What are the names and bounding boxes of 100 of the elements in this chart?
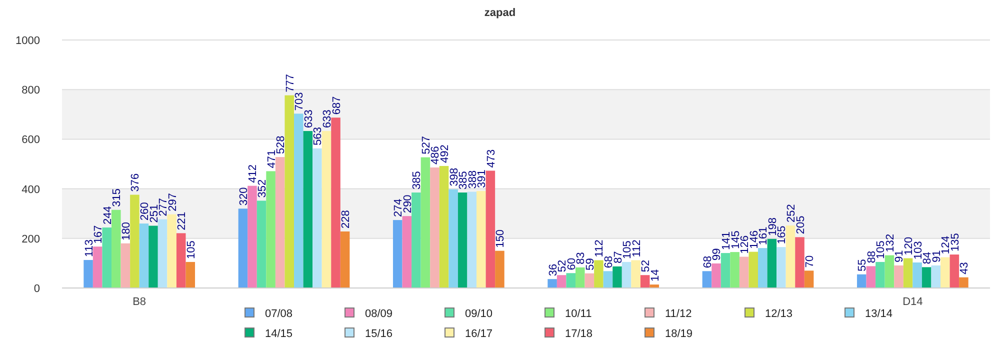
legend-label: 15/16 xyxy=(365,328,393,340)
bar xyxy=(931,265,941,288)
data-label: 290 xyxy=(402,194,414,214)
data-label: 135 xyxy=(949,233,962,252)
data-label: 68 xyxy=(602,256,615,268)
bar xyxy=(856,274,866,288)
bar xyxy=(748,252,758,288)
bar xyxy=(322,131,332,288)
y-tick-label: 400 xyxy=(22,184,40,196)
data-label: 376 xyxy=(130,173,142,192)
bar xyxy=(876,262,885,288)
bar xyxy=(167,214,176,288)
data-label: 527 xyxy=(420,136,432,154)
bar xyxy=(467,192,477,288)
bar xyxy=(912,262,922,288)
bar xyxy=(959,277,968,288)
data-label: 165 xyxy=(776,226,788,244)
bar xyxy=(448,189,458,288)
data-label: 252 xyxy=(785,204,798,223)
bar xyxy=(186,262,196,288)
bar xyxy=(331,118,340,288)
data-label: 492 xyxy=(439,144,452,163)
y-tick-label: 200 xyxy=(22,233,40,246)
bar xyxy=(158,219,168,288)
bar xyxy=(248,186,257,288)
legend-label: 14/15 xyxy=(265,328,293,340)
data-label: 633 xyxy=(321,110,334,128)
bar xyxy=(120,243,130,288)
bar xyxy=(702,271,712,288)
bar xyxy=(758,248,768,288)
data-label: 198 xyxy=(766,218,779,236)
y-tick-label: 0 xyxy=(34,283,40,295)
y-tick-label: 1000 xyxy=(16,35,40,47)
data-label: 87 xyxy=(612,251,624,264)
bar xyxy=(284,95,294,288)
bar xyxy=(594,260,604,288)
data-label: 471 xyxy=(266,150,278,168)
data-label: 91 xyxy=(894,250,906,262)
x-tick-label: B8 xyxy=(132,296,146,308)
legend-label: 07/08 xyxy=(265,308,293,320)
legend-label: 12/13 xyxy=(765,308,793,320)
bar xyxy=(884,255,894,288)
bar xyxy=(903,258,913,288)
data-label: 112 xyxy=(594,240,606,258)
bar xyxy=(640,275,650,288)
bar xyxy=(922,267,932,288)
bar xyxy=(266,171,276,288)
data-label: 105 xyxy=(185,240,198,259)
bar xyxy=(786,226,796,288)
data-label: 150 xyxy=(494,229,507,248)
bar xyxy=(940,257,950,288)
data-label: 315 xyxy=(111,188,124,207)
bar xyxy=(739,256,749,288)
bar xyxy=(256,200,266,288)
bar xyxy=(476,191,486,288)
data-label: 205 xyxy=(794,216,807,234)
data-label: 391 xyxy=(476,170,488,188)
bar xyxy=(950,254,960,288)
bar xyxy=(430,167,440,288)
bar xyxy=(894,265,904,288)
bar xyxy=(458,192,468,288)
data-label: 103 xyxy=(912,241,924,260)
data-label: 352 xyxy=(256,179,269,198)
data-label: 260 xyxy=(138,202,151,221)
bar xyxy=(102,227,112,288)
bar xyxy=(631,260,640,288)
bar xyxy=(720,253,730,288)
bar xyxy=(340,231,350,288)
data-label: 91 xyxy=(930,250,943,262)
bar xyxy=(402,216,412,288)
bar xyxy=(303,131,313,288)
bar xyxy=(495,250,504,288)
data-label: 113 xyxy=(83,239,96,257)
bar xyxy=(712,263,721,288)
bar xyxy=(776,247,786,288)
bar xyxy=(312,148,322,288)
bar xyxy=(866,266,876,288)
chart-title: zapad xyxy=(484,7,516,19)
bar xyxy=(804,270,814,288)
data-label: 297 xyxy=(166,192,179,212)
legend-label: 11/12 xyxy=(665,308,692,320)
bar xyxy=(603,271,613,288)
bar xyxy=(275,157,285,288)
bar xyxy=(486,170,496,288)
y-tick-label: 800 xyxy=(22,84,40,97)
bar xyxy=(148,226,158,288)
data-label: 244 xyxy=(102,206,114,224)
legend-label: 10/11 xyxy=(565,308,592,320)
data-label: 68 xyxy=(702,256,714,268)
data-label: 88 xyxy=(866,250,878,264)
data-label: 132 xyxy=(884,234,896,252)
bar xyxy=(767,238,777,288)
data-label: 221 xyxy=(176,212,188,230)
bar xyxy=(439,166,449,288)
data-label: 126 xyxy=(739,235,752,254)
data-label: 473 xyxy=(485,149,498,168)
data-label: 141 xyxy=(720,232,733,250)
x-tick-label: D14 xyxy=(902,296,923,308)
data-label: 70 xyxy=(804,255,816,268)
bar xyxy=(420,157,430,288)
